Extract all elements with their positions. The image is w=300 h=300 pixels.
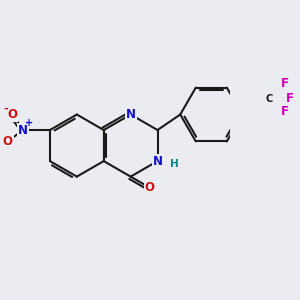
Text: O: O	[3, 135, 13, 148]
Text: -: -	[4, 103, 8, 113]
Text: N: N	[18, 124, 28, 136]
Text: F: F	[281, 105, 289, 118]
Text: O: O	[145, 181, 155, 194]
Text: N: N	[152, 154, 163, 168]
Text: O: O	[7, 108, 17, 121]
Text: C: C	[266, 94, 273, 104]
Text: F: F	[281, 77, 289, 90]
Text: F: F	[286, 92, 294, 106]
Text: H: H	[170, 159, 178, 170]
Text: +: +	[25, 118, 33, 128]
Text: N: N	[126, 108, 136, 121]
